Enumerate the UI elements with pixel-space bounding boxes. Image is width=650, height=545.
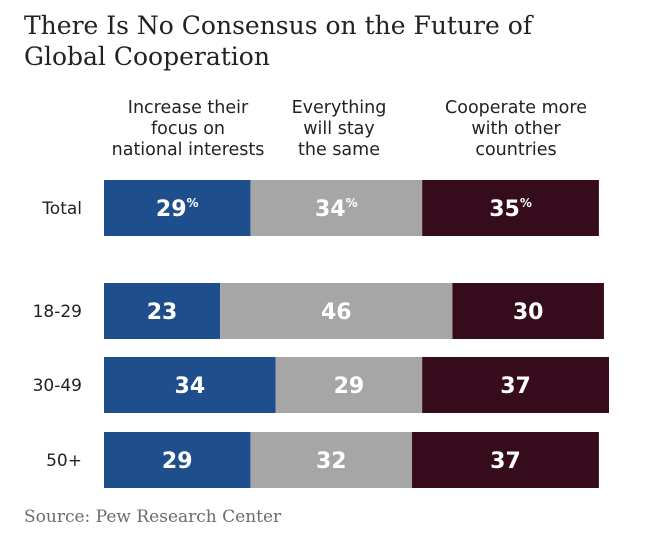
bar-segment-cooperate-50+ — [412, 432, 599, 488]
data-label-same-18-29: 46 — [321, 300, 352, 325]
data-label-cooperate-50+: 37 — [490, 449, 521, 474]
bar-segment-same-18-29 — [220, 283, 453, 339]
bar-segment-cooperate-Total — [422, 180, 599, 236]
bar-segment-cooperate-30-49 — [422, 357, 609, 413]
data-label-same-50+: 32 — [316, 449, 347, 474]
bar-segment-increase-Total — [104, 180, 251, 236]
data-label-increase-18-29: 23 — [147, 300, 178, 325]
chart-title-line-1: There Is No Consensus on the Future of — [24, 11, 533, 40]
column-header-line: with other — [471, 119, 561, 139]
bar-segment-same-50+ — [250, 432, 413, 488]
data-label-cooperate-18-29: 30 — [513, 300, 544, 325]
column-header-same: Everything will stay the same — [264, 98, 414, 161]
data-label-increase-50+: 29 — [162, 449, 193, 474]
data-label-increase-30-49: 34 — [175, 374, 206, 399]
column-header-line: will stay — [303, 119, 375, 139]
bar-segment-increase-50+ — [104, 432, 251, 488]
row-label-Total: Total — [41, 199, 82, 219]
column-header-line: national interests — [111, 140, 265, 160]
column-header-line: Increase their — [127, 98, 249, 118]
column-header-line: Everything — [291, 98, 387, 118]
column-header-increase: Increase their focus on national interes… — [104, 98, 272, 161]
column-header-line: countries — [475, 140, 557, 160]
row-label-30-49: 30-49 — [33, 376, 82, 396]
row-label-18-29: 18-29 — [33, 302, 82, 322]
bar-segment-same-Total — [250, 180, 423, 236]
column-header-line: focus on — [150, 119, 226, 139]
bar-segment-increase-30-49 — [104, 357, 276, 413]
chart-title: There Is No Consensus on the Future of G… — [24, 10, 624, 72]
data-label-cooperate-30-49: 37 — [500, 374, 531, 399]
bar-segment-increase-18-29 — [104, 283, 221, 339]
column-header-line: Cooperate more — [445, 98, 587, 118]
source-note: Source: Pew Research Center — [24, 507, 282, 527]
bar-segment-cooperate-18-29 — [452, 283, 604, 339]
column-header-cooperate: Cooperate more with other countries — [425, 98, 607, 161]
row-label-50+: 50+ — [46, 451, 82, 471]
data-label-same-30-49: 29 — [334, 374, 365, 399]
column-header-line: the same — [298, 140, 380, 160]
bar-segment-same-30-49 — [275, 357, 423, 413]
chart-title-line-2: Global Cooperation — [24, 42, 270, 71]
